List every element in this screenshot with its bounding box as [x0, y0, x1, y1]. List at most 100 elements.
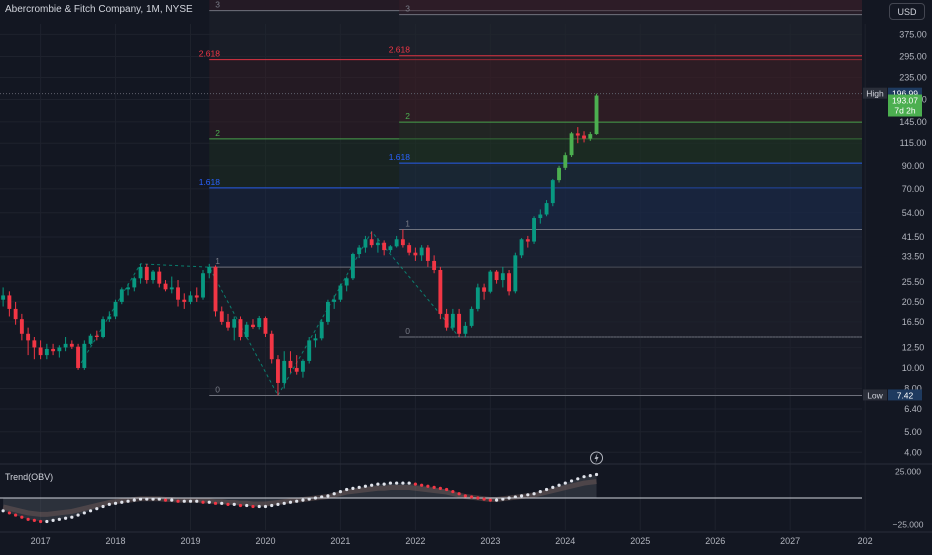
obv-point	[463, 494, 467, 498]
obv-point	[526, 493, 530, 497]
time-tick-label: 2018	[106, 536, 126, 546]
fib2-level-label: 3	[405, 4, 410, 14]
candle-body	[338, 285, 343, 300]
price-tick-label: 115.00	[900, 138, 927, 148]
candle-body	[276, 359, 280, 383]
candle-body	[494, 271, 499, 281]
obv-point	[307, 497, 311, 501]
price-tick-label: 25.50	[902, 277, 925, 287]
obv-point	[276, 502, 280, 506]
obv-point	[501, 497, 505, 501]
obv-point	[426, 484, 430, 488]
candle-body	[419, 247, 424, 256]
obv-point	[494, 498, 499, 502]
candle-body	[363, 239, 368, 248]
candle-body	[513, 255, 518, 292]
obv-point	[420, 483, 424, 487]
time-tick-label: 2023	[480, 536, 500, 546]
price-tick-label: 70.00	[902, 184, 925, 194]
obv-point	[507, 496, 511, 500]
candle-body	[575, 133, 580, 136]
candle-body	[157, 271, 162, 284]
candle-body	[107, 316, 112, 320]
obv-point	[451, 490, 455, 494]
candle-body	[182, 299, 187, 302]
candle-body	[257, 318, 262, 328]
fib2-band	[399, 163, 862, 230]
candle-body	[482, 287, 487, 292]
candle-body	[500, 273, 505, 281]
obv-point	[488, 498, 492, 502]
obv-point	[476, 496, 480, 500]
obv-point	[195, 499, 199, 503]
obv-point	[138, 497, 143, 501]
obv-indicator-layer	[0, 472, 862, 524]
last-price-tag-bg	[888, 94, 922, 117]
obv-point	[357, 485, 361, 489]
obv-point	[232, 502, 236, 506]
candle-body	[201, 273, 205, 298]
obv-point	[557, 483, 561, 487]
obv-point	[257, 504, 261, 509]
obv-point	[407, 481, 411, 485]
candle-body	[313, 338, 318, 341]
obv-point	[207, 500, 211, 504]
price-tick-label: 5.00	[904, 427, 922, 437]
obv-point	[288, 500, 293, 504]
candle-body	[400, 239, 405, 246]
chart-title: Abercrombie & Fitch Company, 1M, NYSE	[5, 4, 193, 15]
candle-body	[432, 260, 437, 270]
obv-point	[551, 485, 555, 489]
obv-point	[532, 492, 536, 496]
candle-body	[450, 313, 455, 328]
obv-point	[57, 517, 61, 521]
high-tag-label-bg	[863, 87, 887, 99]
obv-point	[351, 486, 355, 490]
obv-point	[519, 494, 524, 498]
obv-point	[544, 487, 549, 492]
candle-body	[301, 360, 305, 372]
obv-point	[70, 515, 74, 519]
candle-body	[332, 299, 337, 302]
candle-body	[69, 343, 74, 347]
candle-body	[550, 180, 555, 204]
obv-point	[376, 482, 380, 486]
candle-body	[457, 313, 462, 334]
candle-body	[194, 295, 199, 298]
currency-button[interactable]: USD	[889, 3, 925, 20]
candle-body	[507, 273, 512, 292]
obv-point	[76, 513, 80, 517]
fib1-band	[209, 10, 863, 60]
obv-point	[326, 494, 330, 498]
candle-body	[282, 360, 287, 383]
candle-body	[138, 266, 143, 279]
obv-point	[213, 501, 218, 505]
fib2-level-label: 1	[405, 219, 410, 229]
obv-point	[20, 515, 24, 519]
candlestick-layer	[1, 93, 599, 396]
candle-body	[357, 247, 362, 255]
obv-point	[7, 511, 11, 515]
obv-point	[295, 499, 299, 503]
last-price-value: 193.07	[892, 96, 918, 106]
obv-point	[470, 495, 474, 499]
obv-point	[401, 481, 405, 485]
candle-body	[119, 289, 124, 302]
obv-point	[576, 477, 580, 481]
candle-body	[144, 266, 149, 281]
obv-point	[45, 519, 49, 524]
obv-point	[32, 518, 36, 523]
candle-body	[569, 133, 574, 156]
candle-body	[94, 335, 99, 338]
candle-body	[238, 319, 243, 338]
candle-body	[319, 321, 324, 339]
obv-point	[513, 495, 517, 499]
candle-body	[350, 254, 355, 279]
obv-point	[226, 502, 230, 506]
candle-body	[251, 324, 255, 328]
high-tag-value-bg	[888, 87, 922, 99]
candle-body	[207, 266, 212, 274]
obv-point	[313, 496, 318, 500]
